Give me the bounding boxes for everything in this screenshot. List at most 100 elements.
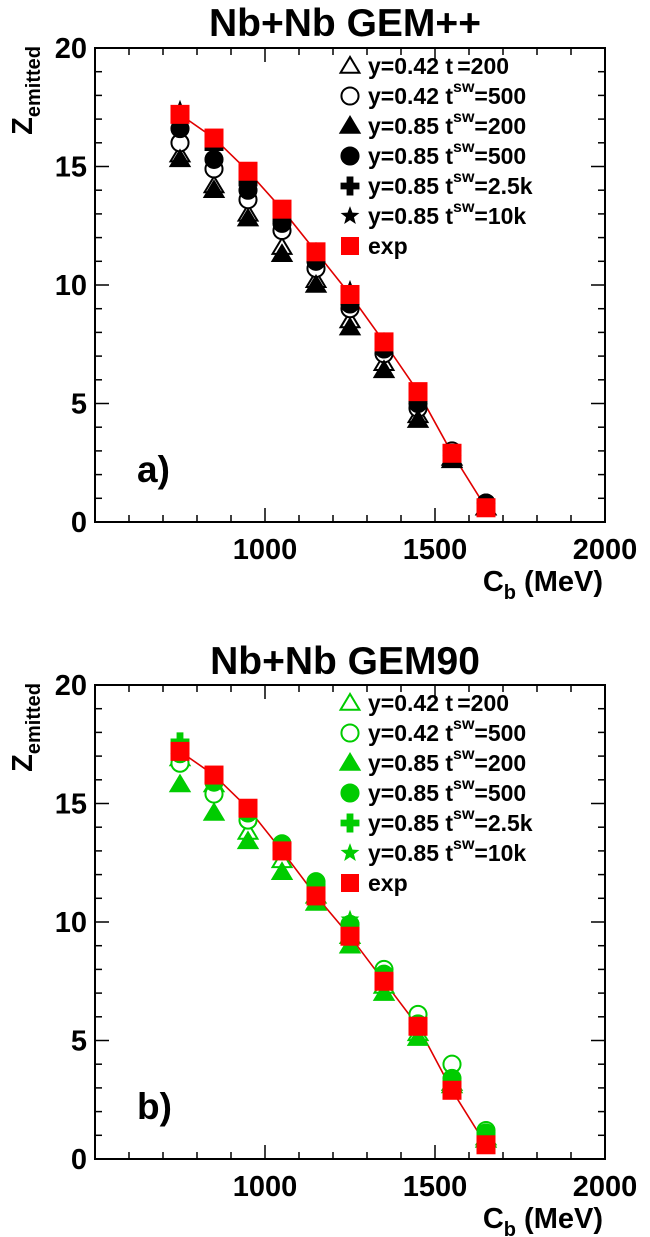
legend-entry-tail: =200 <box>474 750 526 776</box>
legend-entry-tail: =500 <box>474 720 526 746</box>
legend-entry-sup: sw <box>453 79 475 96</box>
legend-entry-name: exp <box>368 870 408 896</box>
y-axis-label: Zemitted <box>7 683 45 772</box>
legend-entry: y=0.85 tsw=500 <box>368 776 526 806</box>
data-point-square <box>238 161 258 181</box>
legend-entry-tail: =500 <box>474 83 526 109</box>
data-point-square <box>442 443 462 463</box>
y-axis-label-main: Z <box>7 117 39 135</box>
data-point-triangle-filled <box>168 148 192 168</box>
legend-marker-star <box>340 843 360 862</box>
y-tick-label: 5 <box>71 1026 87 1058</box>
legend-entry-name: y=0.85 t <box>368 750 453 776</box>
legend-entry-sup: sw <box>453 169 475 186</box>
data-point-star <box>476 1125 496 1144</box>
data-point-triangle-filled <box>406 409 430 428</box>
data-point-triangle-filled <box>372 982 396 1001</box>
x-tick-label: 1000 <box>233 534 298 566</box>
legend-marker-square <box>341 237 359 255</box>
legend-entry-name: exp <box>368 233 408 259</box>
legend-entry: y=0.85 tsw=200 <box>368 746 526 776</box>
x-axis-label-main: C <box>483 566 504 598</box>
x-axis-label-sub: b <box>504 582 516 604</box>
data-point-square <box>170 741 190 761</box>
legend-entry: y=0.85 tsw=2.5k <box>368 806 533 836</box>
legend-entry: y=0.85 tsw=500 <box>368 139 526 169</box>
data-point-square <box>442 1080 462 1100</box>
data-point-square <box>272 199 292 219</box>
panel-label: a) <box>137 449 170 490</box>
x-tick-label: 2000 <box>573 1171 638 1203</box>
legend-entry-sup: sw <box>453 139 475 156</box>
legend-entry: y=0.42 tsw=500 <box>368 716 526 746</box>
y-axis-label-sub: emitted <box>23 46 45 117</box>
legend-marker-star <box>340 206 360 225</box>
y-tick-label: 10 <box>55 907 87 939</box>
y-tick-label: 15 <box>55 152 87 184</box>
legend-entry: y=0.42 t =200 <box>368 686 509 716</box>
legend-entry-tail: =2.5k <box>474 810 532 836</box>
data-point-square <box>476 498 496 518</box>
x-axis-label-main: C <box>483 1203 504 1235</box>
data-point-square <box>306 886 326 906</box>
legend-entry: y=0.85 tsw=10k <box>368 199 526 229</box>
legend-marker-triangle-open <box>338 692 362 711</box>
data-point-triangle-filled <box>168 773 192 793</box>
legend-marker-circle-filled <box>340 146 360 166</box>
legend-marker-circle-open <box>340 723 360 743</box>
legend-entry: y=0.42 t =200 <box>368 49 509 79</box>
legend-marker-circle-filled <box>340 783 360 803</box>
y-tick-label: 0 <box>71 1144 87 1176</box>
legend-entry: exp <box>368 870 408 896</box>
data-point-triangle-filled <box>270 243 294 262</box>
legend-entry-sup: sw <box>453 716 475 733</box>
y-tick-label: 20 <box>55 670 87 702</box>
chart-title: Nb+Nb GEM90 <box>210 640 480 683</box>
legend-entry: y=0.85 tsw=200 <box>368 109 526 139</box>
data-point-square <box>170 104 190 124</box>
x-axis-label: Cb (MeV) <box>483 566 603 604</box>
data-point-star <box>306 874 326 893</box>
legend-entry-sup: sw <box>453 836 475 853</box>
legend-marker-triangle-open <box>338 55 362 74</box>
legend-entry: y=0.85 tsw=2.5k <box>368 169 533 199</box>
data-point-triangle-filled <box>202 179 226 198</box>
y-axis-label-sub: emitted <box>23 683 45 754</box>
legend-marker-triangle-filled <box>338 752 362 771</box>
y-tick-label: 10 <box>55 270 87 302</box>
data-point-star <box>340 909 360 928</box>
legend-entry-name: y=0.42 t <box>368 690 453 716</box>
data-point-triangle-filled <box>338 316 362 336</box>
data-point-triangle-filled <box>202 802 226 821</box>
legend-entry-tail: =200 <box>457 53 509 79</box>
data-point-square <box>374 971 394 991</box>
legend-entry-tail: =200 <box>457 690 509 716</box>
legend-entry-sup: sw <box>453 776 475 793</box>
chart-title: Nb+Nb GEM++ <box>209 2 481 45</box>
data-point-triangle-filled <box>236 207 260 227</box>
legend-marker-cross <box>340 176 360 196</box>
panel-label: b) <box>137 1086 172 1127</box>
legend-entry-sup: sw <box>453 806 475 823</box>
y-tick-label: 0 <box>71 507 87 539</box>
chart-panel-b: Nb+Nb GEM90 1000 1500 2000 0 5 10 15 20 Cb (MeV) Z… <box>7 640 637 1237</box>
legend-entry-name: y=0.85 t <box>368 780 453 806</box>
legend-entry-sup: sw <box>453 746 475 763</box>
y-axis-label-main: Z <box>7 754 39 772</box>
x-tick-label: 2000 <box>573 534 638 566</box>
data-point-square <box>204 128 224 148</box>
x-tick-label: 1500 <box>403 534 468 566</box>
x-axis-label-sub: b <box>504 1219 516 1237</box>
data-point-square <box>408 382 428 402</box>
exp-line <box>179 113 487 509</box>
x-tick-label: 1000 <box>233 1171 298 1203</box>
x-tick-label: 1500 <box>403 1171 468 1203</box>
legend-entry-tail: =10k <box>474 840 526 866</box>
data-point-square <box>238 798 258 818</box>
legend-entry: y=0.85 tsw=10k <box>368 836 526 866</box>
legend-entry-name: y=0.85 t <box>368 203 453 229</box>
x-axis-label-unit: (MeV) <box>516 566 603 598</box>
data-point-square <box>340 284 360 304</box>
data-point-triangle-filled <box>270 861 294 880</box>
